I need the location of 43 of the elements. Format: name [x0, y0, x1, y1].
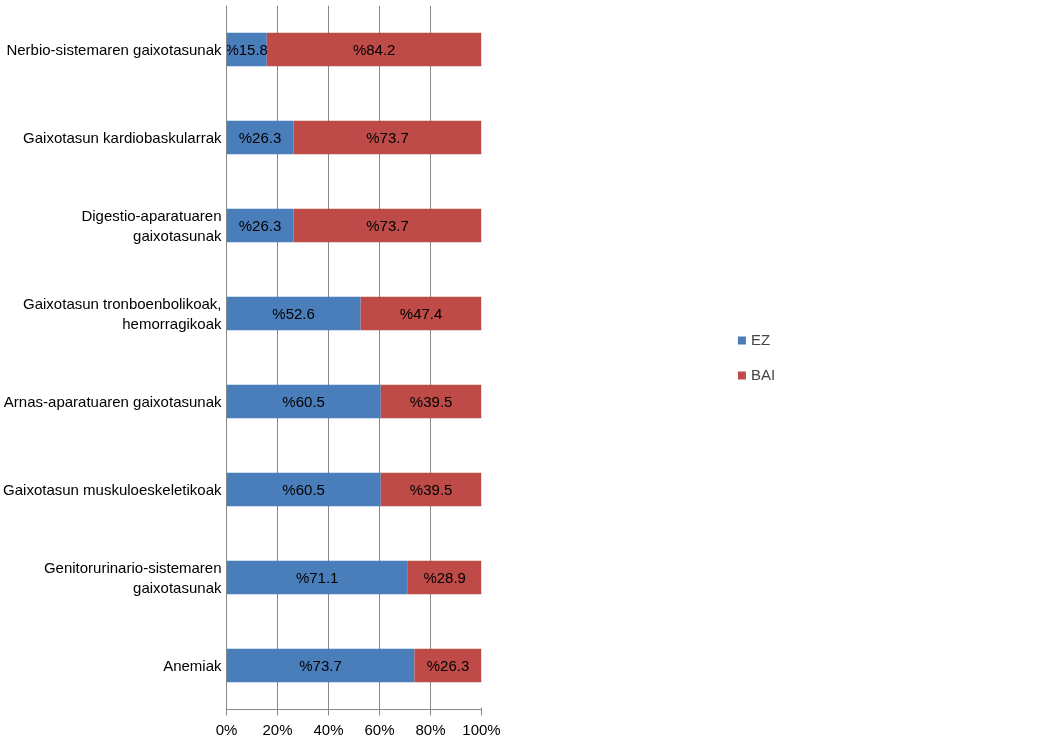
data-label: %60.5 — [282, 481, 325, 498]
bar — [293, 120, 482, 155]
data-label: %47.4 — [399, 305, 443, 322]
data-label: %52.6 — [272, 305, 315, 322]
y-tick-label: Arnas-aparatuaren gaixotasunak — [3, 393, 222, 410]
bar — [226, 296, 361, 331]
y-tick-label: Genitorurinario-sistemaren gaixotasunak — [43, 558, 222, 597]
x-tick-label: 40% — [313, 720, 344, 738]
bar — [226, 384, 381, 419]
bar — [380, 384, 482, 419]
data-label: %84.2 — [352, 41, 396, 58]
bar — [266, 32, 482, 67]
x-tick-label: 60% — [364, 720, 395, 738]
bar — [380, 472, 482, 507]
data-label: %71.1 — [295, 569, 339, 586]
data-label: %73.7 — [366, 129, 409, 146]
data-label: %26.3 — [238, 217, 282, 234]
x-tick-label: 80% — [415, 720, 446, 738]
data-label: %26.3 — [426, 657, 470, 674]
x-tick-label: 100% — [462, 720, 501, 738]
x-tick-label: 20% — [262, 720, 293, 738]
y-tick-label: Anemiak — [163, 657, 222, 674]
data-label: %73.7 — [366, 217, 409, 234]
y-tick-label: Digestio-aparatuaren gaixotasunak — [81, 206, 222, 245]
data-label: %60.5 — [282, 393, 325, 410]
bar — [360, 296, 482, 331]
y-tick-label: Gaixotasun tronboenbolikoak, hemorragikoak — [23, 294, 222, 333]
data-label: %39.5 — [409, 481, 453, 498]
data-label: %26.3 — [238, 129, 282, 146]
data-label: %73.7 — [299, 657, 342, 674]
data-label: %15.8 — [225, 41, 268, 58]
y-tick-label: Gaixotasun kardiobaskularrak — [23, 129, 222, 146]
data-label: %39.5 — [409, 393, 453, 410]
bar — [226, 648, 415, 683]
bar — [226, 472, 381, 507]
x-tick-label: 0% — [215, 720, 238, 738]
legend-label: EZ — [750, 331, 771, 348]
bar — [293, 208, 482, 243]
y-tick-label: Nerbio-sistemaren gaixotasunak — [6, 41, 222, 58]
bar — [226, 560, 408, 595]
legend-label: BAI — [750, 366, 776, 383]
y-tick-label: Gaixotasun muskuloeskeletikoak — [3, 481, 222, 498]
data-label: %28.9 — [423, 569, 466, 586]
